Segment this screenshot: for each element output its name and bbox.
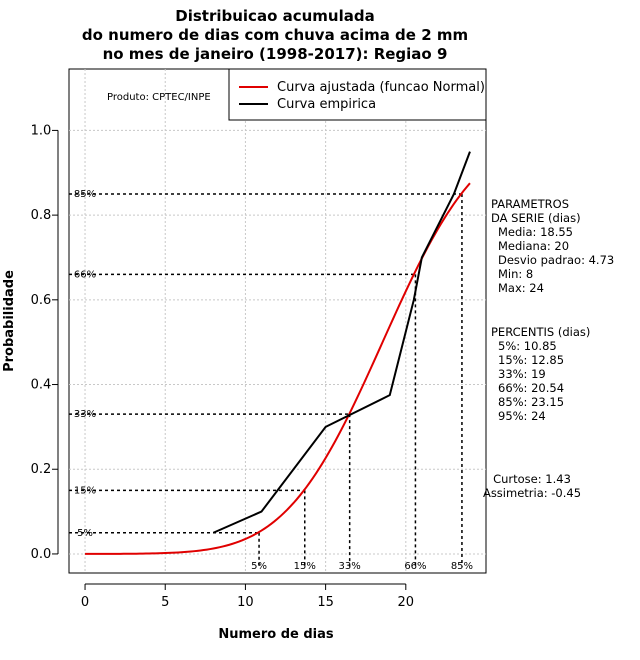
y-tick-label: 0.0 xyxy=(31,547,52,562)
grid xyxy=(69,69,486,573)
y-tick-label: 0.2 xyxy=(31,462,52,477)
chart-title-line-3: no mes de janeiro (1998-2017): Regiao 9 xyxy=(103,45,448,63)
percentile-y-label: 5% xyxy=(77,528,93,539)
x-tick-label: 5 xyxy=(161,595,169,610)
x-tick-label: 20 xyxy=(398,595,415,610)
credit-label: Produto: CPTEC/INPE xyxy=(107,92,211,103)
percentil-15: 15%: 12.85 xyxy=(498,353,564,367)
percentile-x-label: 15% xyxy=(294,561,316,572)
percentil-33: 33%: 19 xyxy=(498,367,546,381)
parameter-mean: Media: 18.55 xyxy=(498,225,573,239)
legend-box xyxy=(228,68,487,121)
series xyxy=(85,151,471,555)
axes: 0 5 10 15 20 0.0 0.2 0.4 0.6 0.8 1.0 xyxy=(31,123,414,610)
percentile-x-label: 5% xyxy=(251,561,267,572)
y-tick-label: 0.6 xyxy=(31,293,52,308)
parameters-heading-1: PARAMETROS xyxy=(491,197,569,211)
parameter-min: Min: 8 xyxy=(498,267,533,281)
percentil-5: 5%: 10.85 xyxy=(498,339,557,353)
legend: Curva ajustada (funcao Normal) Curva emp… xyxy=(228,68,487,121)
y-tick-label: 0.4 xyxy=(31,378,52,393)
percentile-y-label: 15% xyxy=(74,485,96,496)
percentile-markers: 5% 5% 15% 15% 33% 33% 66% 66% 85% 85% xyxy=(69,189,473,572)
empirical-curve xyxy=(212,151,471,534)
percentis-heading: PERCENTIS (dias) xyxy=(491,325,590,339)
chart-title-line-2: do numero de dias com chuva acima de 2 m… xyxy=(82,26,468,44)
x-axis-title: Numero de dias xyxy=(218,627,334,642)
parameter-median: Mediana: 20 xyxy=(498,239,569,253)
parameters-panel: PARAMETROS DA SERIE (dias) Media: 18.55 … xyxy=(491,197,614,295)
percentile-y-label: 85% xyxy=(74,189,96,200)
plot-frame xyxy=(68,68,487,574)
kurtosis-label: Curtose: 1.43 xyxy=(493,472,571,486)
percentil-85: 85%: 23.15 xyxy=(498,395,564,409)
chart-title-line-1: Distribuicao acumulada xyxy=(175,7,374,25)
percentile-x-label: 85% xyxy=(451,561,473,572)
parameter-sd: Desvio padrao: 4.73 xyxy=(498,253,614,267)
percentil-95: 95%: 24 xyxy=(498,409,546,423)
y-tick-label: 1.0 xyxy=(31,123,52,138)
x-tick-label: 15 xyxy=(317,595,334,610)
fitted-normal-curve xyxy=(85,182,471,555)
skewness-label: Assimetria: -0.45 xyxy=(483,486,581,500)
legend-label-empirical: Curva empirica xyxy=(277,97,376,112)
percentile-x-label: 33% xyxy=(339,561,361,572)
percentil-66: 66%: 20.54 xyxy=(498,381,564,395)
percentile-y-label: 33% xyxy=(74,409,96,420)
parameters-heading-2: DA SERIE (dias) xyxy=(491,211,581,225)
percentile-y-label: 66% xyxy=(74,269,96,280)
y-axis-title: Probabilidade xyxy=(2,270,17,372)
x-tick-label: 0 xyxy=(81,595,89,610)
y-tick-label: 0.8 xyxy=(31,208,52,223)
legend-label-fitted: Curva ajustada (funcao Normal) xyxy=(277,80,485,95)
x-tick-label: 10 xyxy=(237,595,254,610)
percentile-x-label: 66% xyxy=(404,561,426,572)
percentis-panel: PERCENTIS (dias) 5%: 10.85 15%: 12.85 33… xyxy=(491,325,590,423)
parameter-max: Max: 24 xyxy=(498,281,544,295)
